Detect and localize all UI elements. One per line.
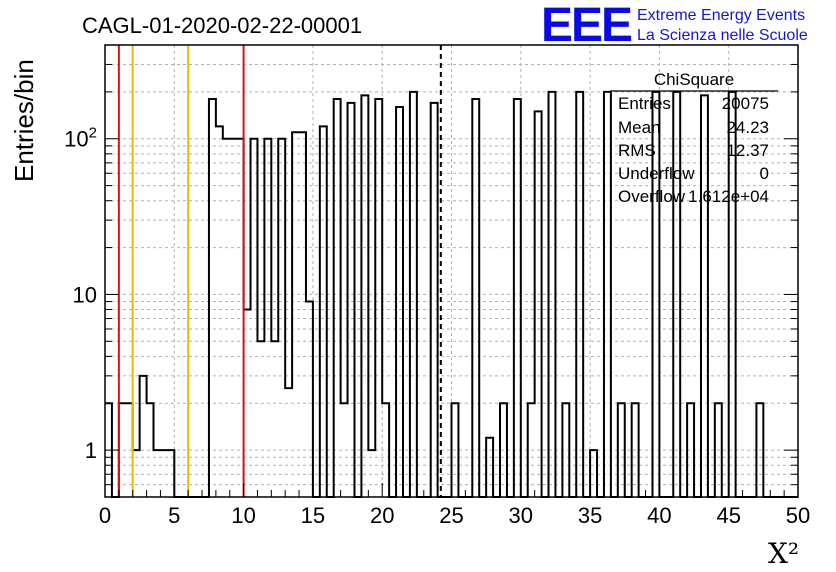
- x-tick-label: 0: [99, 503, 111, 528]
- stats-value-mean: 24.23: [726, 118, 769, 137]
- stats-value-underflow: 0: [760, 164, 769, 183]
- x-tick-label: 35: [578, 503, 602, 528]
- x-tick-label: 45: [716, 503, 740, 528]
- logo-line-1: Extreme Energy Events: [637, 7, 805, 24]
- eee-logo: EEE Extreme Energy Events La Scienza nel…: [541, 0, 808, 52]
- x-tick-label: 10: [231, 503, 255, 528]
- stats-label-mean: Mean: [618, 118, 661, 137]
- stats-value-entries: 20075: [722, 94, 769, 113]
- x-tick-label: 20: [370, 503, 394, 528]
- x-tick-label: 50: [786, 503, 810, 528]
- x-tick-label: 15: [301, 503, 325, 528]
- vertical-lines-layer: [117, 45, 442, 497]
- axis-ticks: 0 5 10 15 20 25 30 35 40 45 50 1 10 102: [64, 44, 810, 528]
- stats-value-rms: 12.37: [726, 141, 769, 160]
- x-tick-label: 25: [439, 503, 463, 528]
- y-tick-label: 102: [64, 125, 97, 152]
- logo-line-2: La Scienza nelle Scuole: [637, 27, 808, 44]
- stats-label-entries: Entries: [618, 94, 671, 113]
- stats-label-underflow: Underflow: [618, 164, 695, 183]
- chart-title: CAGL-01-2020-02-22-00001: [82, 13, 362, 38]
- y-tick-label: 1: [85, 438, 97, 463]
- stats-box: ChiSquare Entries 20075 Mean 24.23 RMS 1…: [610, 70, 778, 206]
- x-tick-label: 40: [647, 503, 671, 528]
- stats-box-title: ChiSquare: [654, 70, 734, 89]
- histogram-outline: [105, 90, 798, 498]
- stats-label-rms: RMS: [618, 141, 656, 160]
- stats-label-overflow: Overflow: [618, 187, 686, 206]
- y-axis-label: Entries/bin: [9, 59, 39, 182]
- histogram-layer: [105, 90, 798, 498]
- x-tick-label: 5: [168, 503, 180, 528]
- stats-value-overflow: 1.612e+04: [688, 187, 769, 206]
- x-axis-label: X²: [768, 537, 799, 570]
- eee-logo-mark: EEE: [541, 0, 632, 52]
- y-tick-label: 10: [73, 282, 97, 307]
- x-tick-label: 30: [509, 503, 533, 528]
